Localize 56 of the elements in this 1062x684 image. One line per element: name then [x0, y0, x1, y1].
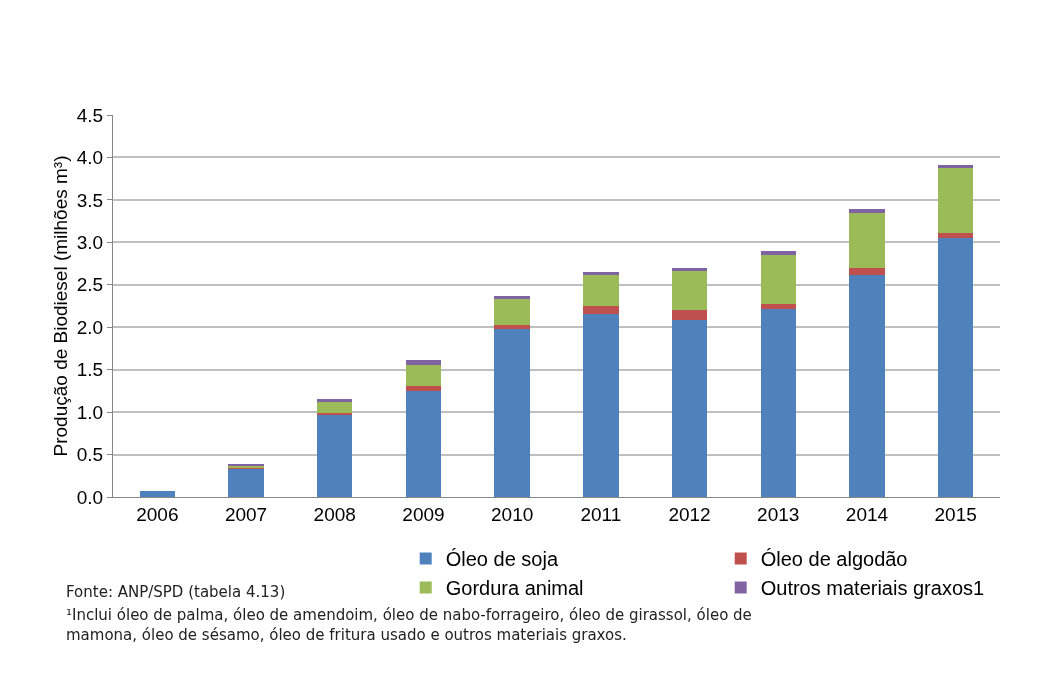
- bar: [405, 364, 442, 386]
- bar: [671, 271, 708, 311]
- source-note: Fonte: ANP/SPD (tabela 4.13): [66, 583, 286, 601]
- bar: [317, 401, 353, 413]
- bar: [760, 304, 796, 310]
- legend-label: Óleo de soja: [445, 548, 559, 571]
- legend-label: Gordura animal: [445, 577, 584, 600]
- x-tick-label: 2011: [580, 503, 622, 525]
- y-tick-label: 0.5: [76, 444, 104, 466]
- bar: [849, 212, 885, 268]
- x-tick-label: 2010: [491, 503, 534, 525]
- bar: [760, 255, 796, 305]
- y-tick-label: 3.0: [76, 231, 104, 253]
- bar: [317, 414, 353, 497]
- bar: [228, 468, 264, 497]
- bar: [139, 491, 176, 497]
- bar: [494, 324, 530, 329]
- text: ¹Inclui óleo de palma, óleo de amendoim, óleo de nabo-forrageiro, óleo de girassol, óleo de mamona, óleo de sésamo, óleo de fritura usado e outros materiais graxos.: [66, 606, 752, 644]
- y-tick-label: 3.5: [76, 189, 104, 211]
- bar: [405, 385, 442, 391]
- bar: [317, 412, 353, 415]
- bar: [494, 299, 530, 325]
- x-tick-label: 2008: [313, 503, 356, 525]
- bar: [849, 267, 885, 276]
- y-tick-label: 4.0: [76, 147, 104, 169]
- bar: [494, 328, 530, 497]
- bar: [849, 209, 885, 213]
- y-tick-label: 2.5: [76, 274, 104, 296]
- bar: [937, 233, 974, 239]
- bar: [937, 168, 974, 233]
- bar: [405, 390, 442, 497]
- bar: [583, 275, 619, 306]
- bar: [937, 238, 974, 497]
- y-tick-label: 1.5: [76, 359, 104, 381]
- x-tick-label: 2012: [668, 503, 711, 525]
- bar: [760, 309, 796, 497]
- x-tick-label: 2015: [934, 503, 977, 525]
- x-tick-label: 2009: [402, 503, 445, 525]
- bar: [583, 306, 619, 315]
- x-tick-label: 2014: [845, 503, 889, 525]
- y-tick-label: 4.5: [76, 104, 104, 126]
- bar: [760, 250, 796, 256]
- y-axis-title: Produção de Biodiesel (milhões m³): [49, 155, 71, 457]
- y-tick-label: 2.0: [76, 316, 104, 338]
- legend-label: Óleo de algodão: [760, 548, 908, 571]
- bar: [671, 310, 708, 320]
- bar: [849, 275, 885, 497]
- bar: [405, 360, 442, 365]
- bar: [583, 314, 619, 497]
- legend-label: Outros materiais graxos1: [760, 577, 985, 600]
- x-tick-label: 2007: [224, 503, 268, 525]
- bar: [671, 319, 708, 497]
- y-tick-label: 1.0: [76, 401, 104, 423]
- x-tick-label: 2013: [757, 503, 800, 525]
- y-tick-label: 0.0: [76, 486, 104, 508]
- x-tick-label: 2006: [136, 503, 179, 525]
